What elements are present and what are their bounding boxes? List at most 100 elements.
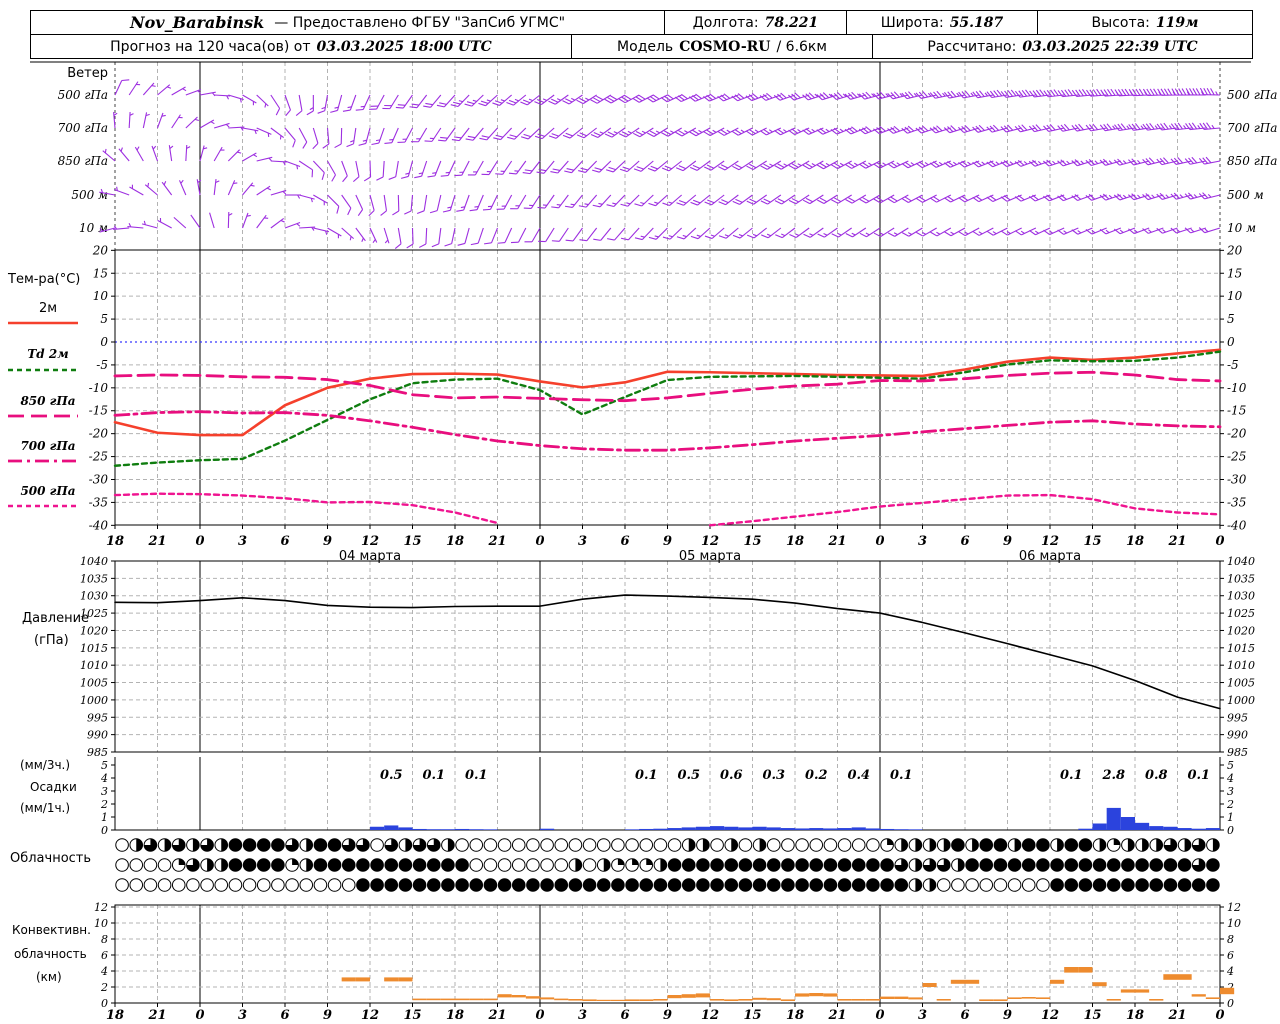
conv-ytick-right: 12 <box>1227 901 1241 914</box>
precip-3h-value: 0.3 <box>762 768 785 783</box>
model-label: Модель <box>617 38 674 55</box>
pressure-ytick-left: 995 <box>87 711 108 724</box>
forecast-time: 03.03.2025 18:00 UTC <box>316 38 492 55</box>
hour-label-bottom: 12 <box>701 1008 719 1023</box>
precip-3h-value: 0.1 <box>422 768 445 783</box>
conv-ytick-left: 8 <box>101 933 108 946</box>
pressure-ytick-right: 1030 <box>1227 590 1255 603</box>
hour-label-top: 18 <box>446 534 464 549</box>
conv-ytick-right: 0 <box>1227 997 1234 1010</box>
conv-ytick-left: 12 <box>94 901 108 914</box>
hour-label-top: 3 <box>918 534 927 549</box>
precip-ytick-right: 3 <box>1227 785 1234 798</box>
temp-ytick-right: 10 <box>1227 289 1243 303</box>
hour-label-top: 21 <box>1167 534 1186 549</box>
temp-ytick-left: -30 <box>89 472 109 486</box>
temp-panel-title: Тем-ра(°C) <box>8 272 81 287</box>
wind-level-label-right: 500 гПа <box>1227 88 1277 102</box>
pressure-units: (гПа) <box>34 633 69 648</box>
pressure-ytick-right: 985 <box>1227 746 1248 759</box>
hour-label-bottom: 0 <box>535 1008 544 1023</box>
precip-3h-value: 0.5 <box>677 768 700 783</box>
hour-label-top: 6 <box>620 534 629 549</box>
conv-ytick-right: 4 <box>1226 965 1234 978</box>
hour-label-bottom: 21 <box>487 1008 506 1023</box>
altitude-value: 119м <box>1155 14 1199 31</box>
hour-label-bottom: 0 <box>195 1008 204 1023</box>
hour-label-bottom: 12 <box>361 1008 379 1023</box>
precip-ytick-left: 0 <box>101 824 108 837</box>
wind-level-label-left: 10 м <box>79 221 108 235</box>
calc-time: 03.03.2025 22:39 UTC <box>1022 38 1198 55</box>
hour-label-top: 18 <box>786 534 804 549</box>
hour-label-top: 3 <box>238 534 247 549</box>
hour-label-top: 0 <box>1215 534 1224 549</box>
hour-label-bottom: 9 <box>663 1008 672 1023</box>
header: Nov_Barabinsk — Предоставлено ФГБУ "ЗапС… <box>30 10 1253 59</box>
model-block: Модель COSMO-RU / 6.6км <box>571 35 872 58</box>
conv-title-1: Конвективн. <box>12 923 91 937</box>
hour-label-top: 9 <box>323 534 332 549</box>
temp-ytick-left: 20 <box>92 243 109 257</box>
hour-label-bottom: 3 <box>578 1008 587 1023</box>
precip-ytick-right: 2 <box>1226 798 1234 811</box>
temp-ytick-right: -5 <box>1227 358 1239 372</box>
pressure-ytick-left: 1005 <box>80 677 108 690</box>
precip-3h-value: 0.1 <box>890 768 913 783</box>
pressure-ytick-left: 1015 <box>80 642 108 655</box>
pressure-ytick-right: 1035 <box>1227 572 1255 585</box>
longitude-block: Долгота: 78.221 <box>664 11 846 34</box>
pressure-ytick-left: 1030 <box>80 590 108 603</box>
pressure-ytick-left: 1025 <box>80 607 108 620</box>
pressure-ytick-right: 990 <box>1227 729 1248 742</box>
temp-ytick-right: -20 <box>1227 427 1247 441</box>
conv-ytick-right: 8 <box>1227 933 1234 946</box>
hour-label-top: 0 <box>875 534 884 549</box>
temp-ytick-right: -30 <box>1227 472 1247 486</box>
wind-barbs-panel <box>99 79 1221 249</box>
hour-label-top: 15 <box>403 534 421 549</box>
precip-3h-value: 0.1 <box>465 768 488 783</box>
hour-label-bottom: 15 <box>743 1008 761 1023</box>
legend-label-td2m: Td 2м <box>27 347 69 361</box>
precip-3h-value: 0.1 <box>1060 768 1083 783</box>
forecast-label: Прогноз на 120 часа(ов) от <box>110 38 311 55</box>
conv-ytick-left: 4 <box>100 965 108 978</box>
hour-label-bottom: 18 <box>106 1008 124 1023</box>
altitude-label: Высота: <box>1091 14 1150 31</box>
hour-label-bottom: 18 <box>786 1008 804 1023</box>
temp-ytick-left: 10 <box>93 289 109 303</box>
temp-ytick-right: -15 <box>1227 404 1246 418</box>
temp-ytick-left: -35 <box>89 495 108 509</box>
wind-level-label-right: 850 гПа <box>1227 154 1277 168</box>
hour-label-top: 9 <box>663 534 672 549</box>
conv-ytick-left: 10 <box>94 917 108 930</box>
temp-ytick-right: 15 <box>1227 266 1242 280</box>
hour-label-bottom: 6 <box>620 1008 629 1023</box>
precip-ytick-left: 2 <box>100 798 108 811</box>
model-name: COSMO-RU <box>679 38 771 55</box>
time-axis: 18 18 21 21 0 0 3 3 6 6 9 9 12 12 15 15 18 18 21 21 0 0 3 3 6 6 9 9… <box>106 534 1225 1023</box>
wind-panel-title: Ветер <box>67 66 108 81</box>
longitude-value: 78.221 <box>764 14 819 31</box>
temp-ytick-left: -40 <box>89 518 109 532</box>
cloudiness-rows <box>115 838 1220 892</box>
wind-level-label-left: 850 гПа <box>58 154 108 168</box>
hour-label-bottom: 15 <box>403 1008 421 1023</box>
precip-3h-value: 0.5 <box>380 768 403 783</box>
pressure-ytick-left: 1035 <box>80 572 108 585</box>
precip-3h-value: 2.8 <box>1101 768 1125 783</box>
latitude-label: Широта: <box>880 14 944 31</box>
legend-label-500: 500 гПа <box>20 484 76 498</box>
hour-label-top: 6 <box>280 534 289 549</box>
hour-label-bottom: 21 <box>827 1008 846 1023</box>
conv-ytick-right: 6 <box>1227 949 1234 962</box>
temperature-panel <box>113 348 1222 527</box>
pressure-title: Давление <box>22 611 90 626</box>
temp-ytick-left: -20 <box>89 427 109 441</box>
conv-ytick-right: 2 <box>1226 981 1234 994</box>
hour-label-top: 15 <box>743 534 761 549</box>
